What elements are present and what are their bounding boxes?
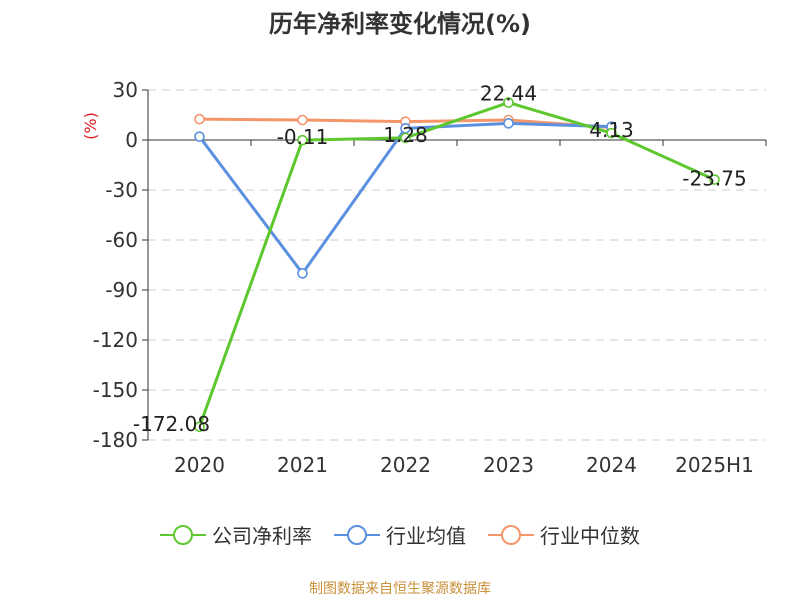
data-point xyxy=(709,174,720,185)
legend-label: 行业中位数 xyxy=(540,524,640,548)
x-tick-label: 2021 xyxy=(277,453,328,477)
x-tick-label: 2024 xyxy=(586,453,637,477)
x-tick-label: 2022 xyxy=(380,453,431,477)
legend-swatch-icon xyxy=(488,524,534,546)
y-tick-label: -180 xyxy=(93,428,138,452)
chart-title: 历年净利率变化情况(%) xyxy=(269,10,531,38)
legend-item[interactable]: 行业均值 xyxy=(334,520,466,549)
legend-label: 公司净利率 xyxy=(212,524,312,548)
data-point xyxy=(194,113,205,125)
series-line xyxy=(198,101,716,428)
legend-swatch-icon xyxy=(160,524,206,546)
data-source-note: 制图数据来自恒生聚源数据库 xyxy=(309,581,491,597)
legend-label: 行业均值 xyxy=(386,524,466,548)
legend-swatch-icon xyxy=(334,524,380,546)
data-label: -23.75 xyxy=(682,167,746,191)
data-point xyxy=(194,131,205,142)
y-tick-label: -30 xyxy=(105,178,138,202)
x-tick-label: 2020 xyxy=(174,453,225,477)
data-point xyxy=(194,421,205,433)
data-point xyxy=(606,127,617,139)
data-point xyxy=(503,118,514,129)
x-tick-label: 2025H1 xyxy=(675,453,754,477)
data-label: 22.44 xyxy=(480,82,537,106)
y-tick-label: -120 xyxy=(93,328,138,352)
line-chart: 30 0 -30 -60 -90 -120 -150 -180 (%) 2020 2021 2022 2… xyxy=(81,78,767,477)
legend-item[interactable]: 公司净利率 xyxy=(160,520,312,549)
data-label: 4.13 xyxy=(589,118,634,142)
data-point xyxy=(297,134,308,146)
y-axis-label: (%) xyxy=(81,112,100,140)
data-label: 1.28 xyxy=(383,123,428,147)
data-label: -172.08 xyxy=(133,412,210,436)
y-tick-label: 0 xyxy=(125,128,138,152)
data-label: -0.11 xyxy=(277,125,329,149)
legend-item[interactable]: 行业中位数 xyxy=(488,520,640,549)
data-point xyxy=(297,114,308,126)
data-point xyxy=(297,268,308,279)
x-tick-label: 2023 xyxy=(483,453,534,477)
y-tick-label: 30 xyxy=(113,78,138,102)
y-tick-label: -60 xyxy=(105,228,138,252)
data-point xyxy=(503,97,514,108)
y-tick-label: -90 xyxy=(105,278,138,302)
chart-legend: 公司净利率 行业均值 行业中位数 xyxy=(0,520,800,549)
y-tick-label: -150 xyxy=(93,378,138,402)
data-point xyxy=(400,132,411,144)
